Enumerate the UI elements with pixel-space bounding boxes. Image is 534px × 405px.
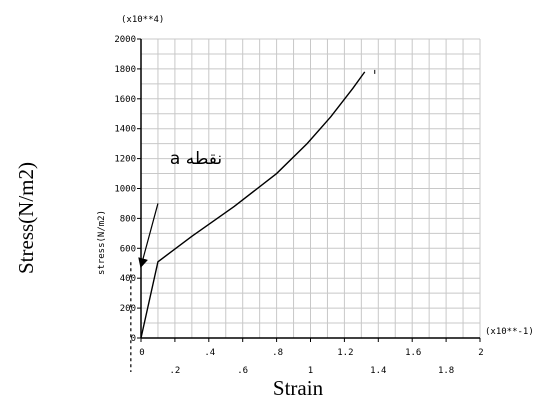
x-tick-label: 1.2 <box>337 348 353 358</box>
outer-y-axis-label: Stress(N/m2) <box>14 162 38 274</box>
y-tick-label: 1200 <box>114 155 136 165</box>
axes <box>137 38 481 342</box>
x-tick-label: .6 <box>237 366 248 376</box>
grid <box>141 38 481 338</box>
y-tick-label: 2000 <box>114 35 136 45</box>
x-tick-label: .4 <box>204 348 215 358</box>
y-tick-label: 0 <box>131 334 136 344</box>
tick-labels: 0 200 400 600 800 1000 1200 1400 1600 1800 2000 0 .4… <box>114 35 483 376</box>
stress-strain-line <box>140 71 366 339</box>
x-tick-label: 1.4 <box>370 366 386 376</box>
point-a-arrow <box>138 203 159 269</box>
point-a-annotation: نقطه a <box>170 149 222 169</box>
x-tick-label: .8 <box>272 348 283 358</box>
x-tick-label: .2 <box>169 366 180 376</box>
x-tick-label: 1.8 <box>438 366 454 376</box>
x-scale-label: (x10**-1) <box>485 327 534 337</box>
x-tick-label: 1 <box>308 366 313 376</box>
y-tick-label: 1000 <box>114 185 136 195</box>
y-tick-label: 600 <box>120 244 136 254</box>
y-tick-label: 1800 <box>114 65 136 75</box>
inner-y-axis-label: stress(N/m2) <box>97 210 107 275</box>
y-tick-label: 800 <box>120 214 136 224</box>
y-scale-label: (x10**4) <box>121 15 164 25</box>
x-tick-label: 1.6 <box>405 348 421 358</box>
x-axis-label: Strain <box>273 376 324 400</box>
series-layer <box>130 69 376 372</box>
x-tick-label: 0 <box>139 348 144 358</box>
x-tick-label: 2 <box>478 348 483 358</box>
y-tick-label: 1400 <box>114 125 136 135</box>
y-tick-label: 400 <box>120 274 136 284</box>
y-tick-label: 1600 <box>114 95 136 105</box>
y-tick-label: 200 <box>120 304 136 314</box>
